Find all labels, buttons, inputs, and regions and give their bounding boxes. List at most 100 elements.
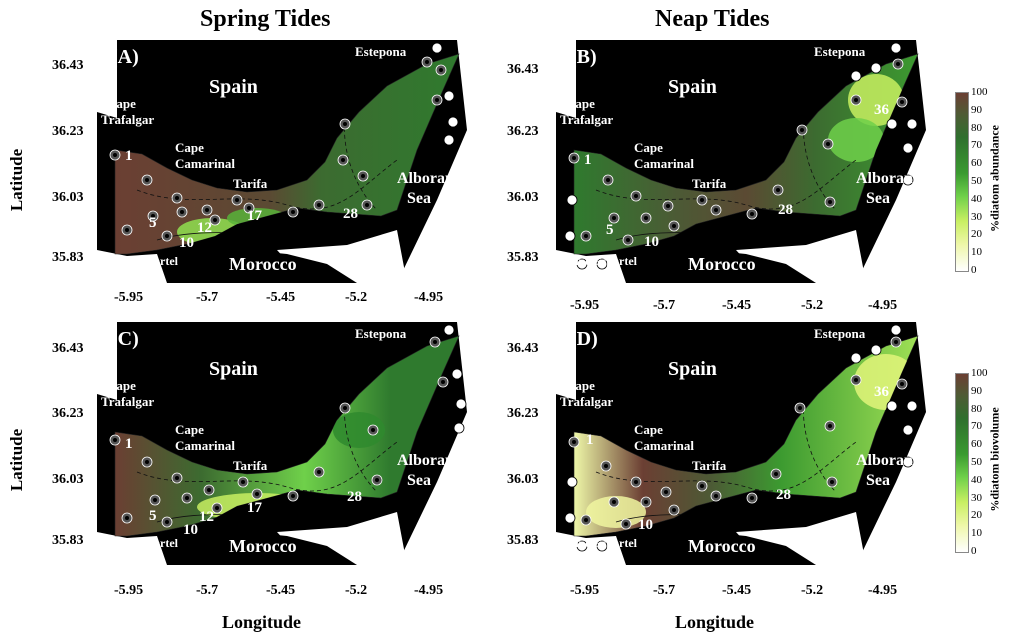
lon-tick: -5.95 (114, 290, 144, 305)
unsampled-station (886, 118, 898, 130)
sampling-station-center (215, 506, 219, 510)
panel-a-map: (A) Spain Morocco Alboran Sea Estepona Tarifa C… (97, 40, 482, 283)
lat-tick: 36.03 (507, 190, 539, 205)
colorbar-tick: 80 (971, 402, 982, 415)
background-area (856, 322, 941, 565)
colorbar-tick: 0 (971, 264, 977, 276)
panel-d-svg (556, 322, 941, 565)
unsampled-station (564, 230, 576, 242)
sampling-station-center (776, 188, 780, 192)
unsampled-station (455, 398, 467, 410)
label-alboran: Alboran (856, 452, 913, 469)
colorbar-abundance-label: %diatom abundance (987, 124, 1002, 233)
colorbar-biovolume-label: %diatom biovolume (987, 407, 1002, 512)
station-number: 36 (874, 384, 889, 400)
sampling-station-center (672, 224, 676, 228)
lon-tick: -5.2 (801, 298, 824, 313)
label-cape-camarinal-2: Camarinal (175, 438, 235, 453)
label-cape-trafalgar: Cape (107, 96, 136, 111)
lat-tick: 35.83 (52, 250, 84, 265)
background-area (397, 322, 482, 565)
sampling-station-center (666, 204, 670, 208)
unsampled-station (443, 134, 455, 146)
sampling-station-center (365, 203, 369, 207)
station-number: 36 (874, 102, 889, 118)
panel-b-svg (556, 40, 941, 283)
colorbar-biovolume-ticks: 100 90 80 70 60 50 40 30 20 10 0 (971, 367, 991, 557)
sampling-station-center (317, 203, 321, 207)
background-area (556, 532, 626, 565)
sampling-station-center (798, 406, 802, 410)
label-alboran-sea: Sea (407, 472, 431, 489)
unsampled-station (443, 324, 455, 336)
sampling-station-center (634, 194, 638, 198)
background-area (97, 532, 167, 565)
colorbar-tick: 10 (971, 527, 982, 540)
label-cape-trafalgar-2: Trafalgar (560, 394, 614, 409)
unsampled-station (850, 352, 862, 364)
label-cape-trafalgar-2: Trafalgar (560, 112, 614, 127)
colorbar-tick: 90 (971, 384, 982, 397)
lon-tick: -4.95 (414, 290, 444, 305)
sampling-station-center (900, 100, 904, 104)
lat-tick: 36.23 (52, 406, 84, 421)
sampling-station-center (125, 516, 129, 520)
sampling-station-center (180, 210, 184, 214)
sampling-station-center (371, 428, 375, 432)
sampling-station-center (664, 490, 668, 494)
unsampled-station (906, 118, 918, 130)
label-tarifa: Tarifa (692, 458, 727, 473)
colorbar-biovolume-gradient (955, 373, 969, 553)
unsampled-station (576, 540, 588, 552)
unsampled-station (890, 324, 902, 336)
sampling-station-center (439, 68, 443, 72)
sampling-station-center (634, 480, 638, 484)
label-tarifa: Tarifa (233, 176, 268, 191)
sampling-station-center (572, 156, 576, 160)
unsampled-station (902, 142, 914, 154)
sampling-station-center (113, 153, 117, 157)
label-alboran: Alboran (856, 170, 913, 187)
colorbar-tick: 100 (971, 367, 988, 379)
unsampled-station (431, 42, 443, 54)
label-cape-camarinal-2: Camarinal (634, 438, 694, 453)
station-number: 10 (644, 234, 659, 250)
lat-tick: 36.03 (52, 190, 84, 205)
label-estepona: Estepona (355, 326, 407, 341)
sampling-station-center (433, 340, 437, 344)
morocco-land (177, 532, 357, 565)
sampling-station-center (425, 60, 429, 64)
label-estepona: Estepona (814, 44, 866, 59)
background-area (556, 322, 576, 400)
panel-c-map: (C) Spain Morocco Alboran Sea Estepona Tarifa C… (97, 322, 482, 565)
sampling-station-center (826, 142, 830, 146)
colorbar-tick: 60 (971, 157, 982, 170)
label-cape-trafalgar: Cape (566, 378, 595, 393)
panel-letter: (B) (570, 46, 597, 68)
lon-tick: -5.2 (345, 583, 368, 598)
lon-tick: -5.45 (722, 583, 752, 598)
station-number: 12 (197, 220, 212, 236)
background-area (97, 250, 167, 283)
sampling-station-center (714, 494, 718, 498)
unsampled-station (596, 540, 608, 552)
label-alboran-sea: Sea (866, 472, 890, 489)
lon-tick: -5.95 (570, 583, 600, 598)
sampling-station-center (317, 470, 321, 474)
label-estepona: Estepona (355, 44, 407, 59)
sampling-station-center (830, 480, 834, 484)
ylabel-top: Latitude (7, 148, 27, 212)
label-spain: Spain (668, 358, 717, 380)
station-number: 10 (183, 522, 198, 538)
concentration-patch (586, 496, 646, 528)
lat-tick: 36.43 (52, 341, 84, 356)
colorbar-abundance-ticks: 100 90 80 70 60 50 40 30 20 10 0 (971, 86, 991, 276)
sampling-station-center (606, 178, 610, 182)
sampling-station-center (572, 440, 576, 444)
colorbar-biovolume: 100 90 80 70 60 50 40 30 20 10 0 %diatom biovolume (955, 367, 1021, 557)
background-area (556, 250, 626, 283)
colorbar-tick: 30 (971, 491, 982, 504)
station-number: 1 (584, 152, 592, 168)
label-cape-trafalgar-2: Trafalgar (101, 394, 155, 409)
colorbar-tick: 70 (971, 139, 982, 152)
